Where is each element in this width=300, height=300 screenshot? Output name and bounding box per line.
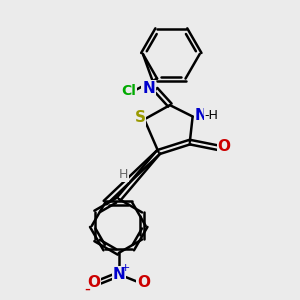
Text: -H: -H: [204, 109, 218, 122]
Text: Cl: Cl: [121, 84, 136, 98]
Text: O: O: [137, 275, 150, 290]
Text: H: H: [119, 169, 128, 182]
Text: N: N: [195, 108, 208, 123]
Text: O: O: [218, 139, 230, 154]
Text: S: S: [134, 110, 146, 125]
Text: N: N: [142, 81, 155, 96]
Text: O: O: [88, 275, 100, 290]
Text: N: N: [112, 267, 125, 282]
Text: +: +: [120, 263, 130, 273]
Text: -: -: [85, 280, 90, 298]
